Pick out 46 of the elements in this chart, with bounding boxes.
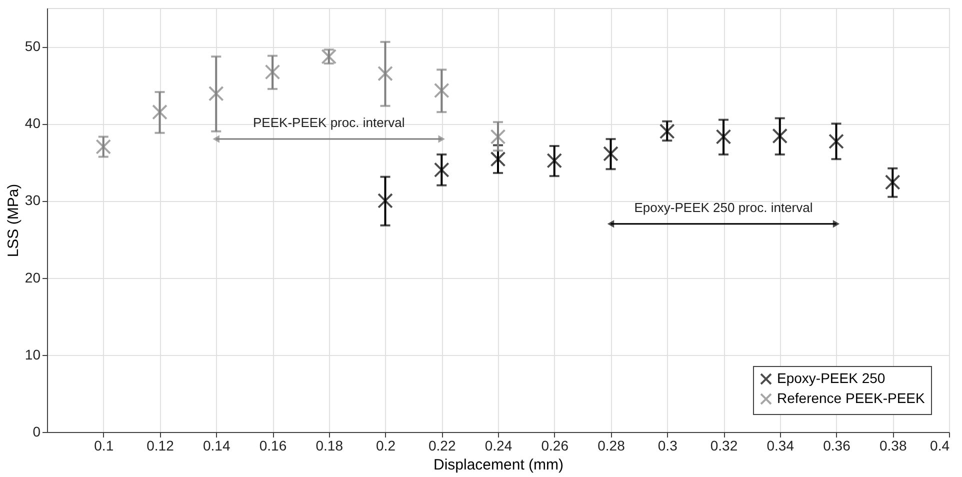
point — [152, 104, 168, 120]
legend-label: Epoxy-PEEK 250 — [777, 370, 886, 386]
x-tick-label: 0.16 — [259, 438, 287, 454]
x-tick-label: 0.26 — [541, 438, 569, 454]
x-tick-label: 0.3 — [658, 438, 678, 454]
point — [490, 151, 506, 167]
x-tick-label: 0.22 — [428, 438, 456, 454]
point — [378, 193, 393, 208]
annotation: Epoxy-PEEK 250 proc. interval — [634, 200, 813, 215]
y-tick-label: 50 — [24, 38, 41, 54]
point — [96, 139, 112, 154]
x-tick-label: 0.38 — [880, 438, 907, 454]
x-tick-label: 0.14 — [203, 438, 230, 454]
point — [716, 129, 732, 144]
x-tick-label: 0.12 — [146, 438, 174, 454]
point — [772, 128, 788, 144]
point — [603, 146, 618, 162]
point — [264, 64, 280, 80]
y-tick-label: 30 — [24, 192, 41, 208]
point — [546, 152, 562, 168]
x-tick-label: 0.1 — [94, 438, 114, 454]
legend-label: Reference PEEK-PEEK — [777, 390, 926, 406]
point — [378, 66, 393, 82]
point — [321, 48, 337, 64]
annotation: PEEK-PEEK proc. interval — [253, 115, 405, 130]
x-tick-label: 0.36 — [823, 438, 851, 454]
point — [828, 134, 844, 150]
point — [884, 174, 900, 190]
point — [434, 82, 450, 98]
x-tick-label: 0.2 — [376, 438, 396, 454]
x-tick-label: 0.4 — [930, 438, 950, 454]
y-axis-title: LSS (MPa) — [4, 184, 22, 258]
y-tick-label: 40 — [24, 115, 41, 132]
x-tick-label: 0.18 — [316, 438, 344, 454]
x-tick-label: 0.28 — [598, 438, 626, 454]
y-tick-label: 0 — [32, 424, 41, 440]
y-tick-label: 20 — [24, 269, 41, 286]
point — [208, 86, 224, 102]
point — [490, 129, 506, 144]
x-tick-label: 0.32 — [710, 438, 738, 454]
y-tick-label: 10 — [24, 346, 41, 362]
x-tick-label: 0.34 — [766, 438, 794, 454]
point — [434, 162, 450, 178]
x-tick-label: 0.24 — [484, 438, 512, 454]
point — [659, 124, 675, 140]
x-axis-title: Displacement (mm) — [433, 456, 564, 474]
